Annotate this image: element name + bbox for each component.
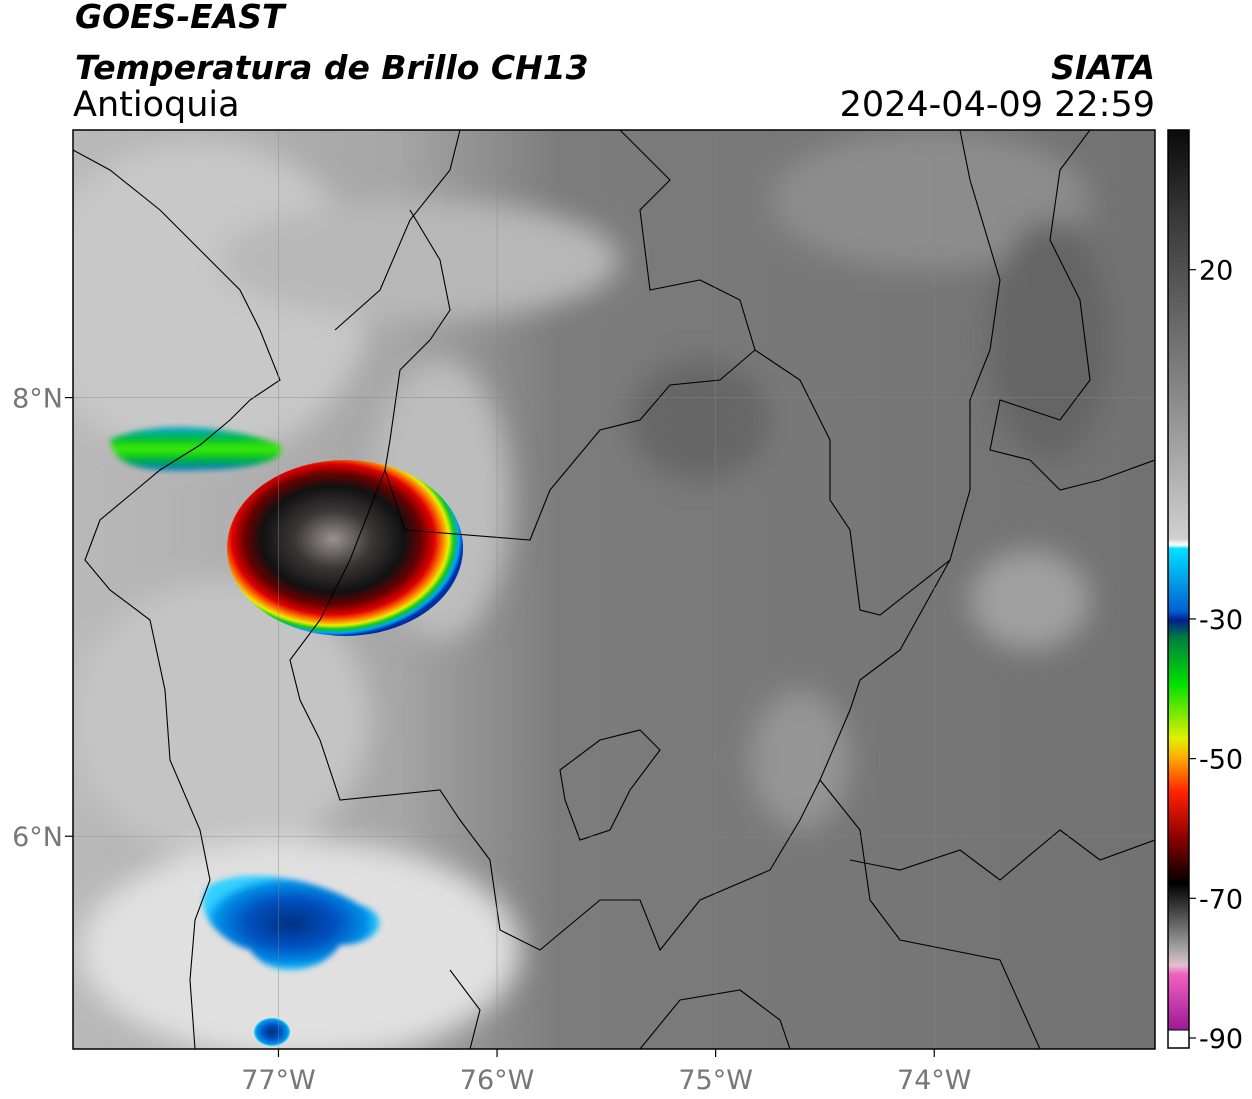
graticule [65,130,1155,1057]
satellite-image [73,130,1155,1049]
region: Antioquia [73,85,240,125]
datetime: 2024-04-09 22:59 [840,85,1155,125]
colorbar-tick-label: 20 [1199,256,1233,287]
colorbar [1168,130,1189,1038]
title: GOES-EAST [75,0,287,36]
colorbar-extension [1167,1029,1190,1049]
x-tick-label: 77°W [241,1065,316,1096]
x-tick-label: 76°W [460,1065,535,1096]
colorbar-frame [1167,129,1190,1049]
colorbar-ticks [1189,269,1196,1039]
map-frame [72,129,1156,1050]
subtitle: Temperatura de Brillo CH13 [75,48,589,87]
x-tick-label: 74°W [897,1065,972,1096]
colorbar-tick-label: -90 [1199,1024,1243,1055]
colorbar-tick-label: -30 [1199,605,1243,636]
y-tick-label: 6°N [12,822,63,853]
colorbar-tick-label: -50 [1199,745,1243,776]
source: SIATA [1051,48,1155,87]
y-tick-label: 8°N [12,384,63,415]
colorbar-tick-label: -70 [1199,884,1243,915]
x-tick-label: 75°W [678,1065,753,1096]
